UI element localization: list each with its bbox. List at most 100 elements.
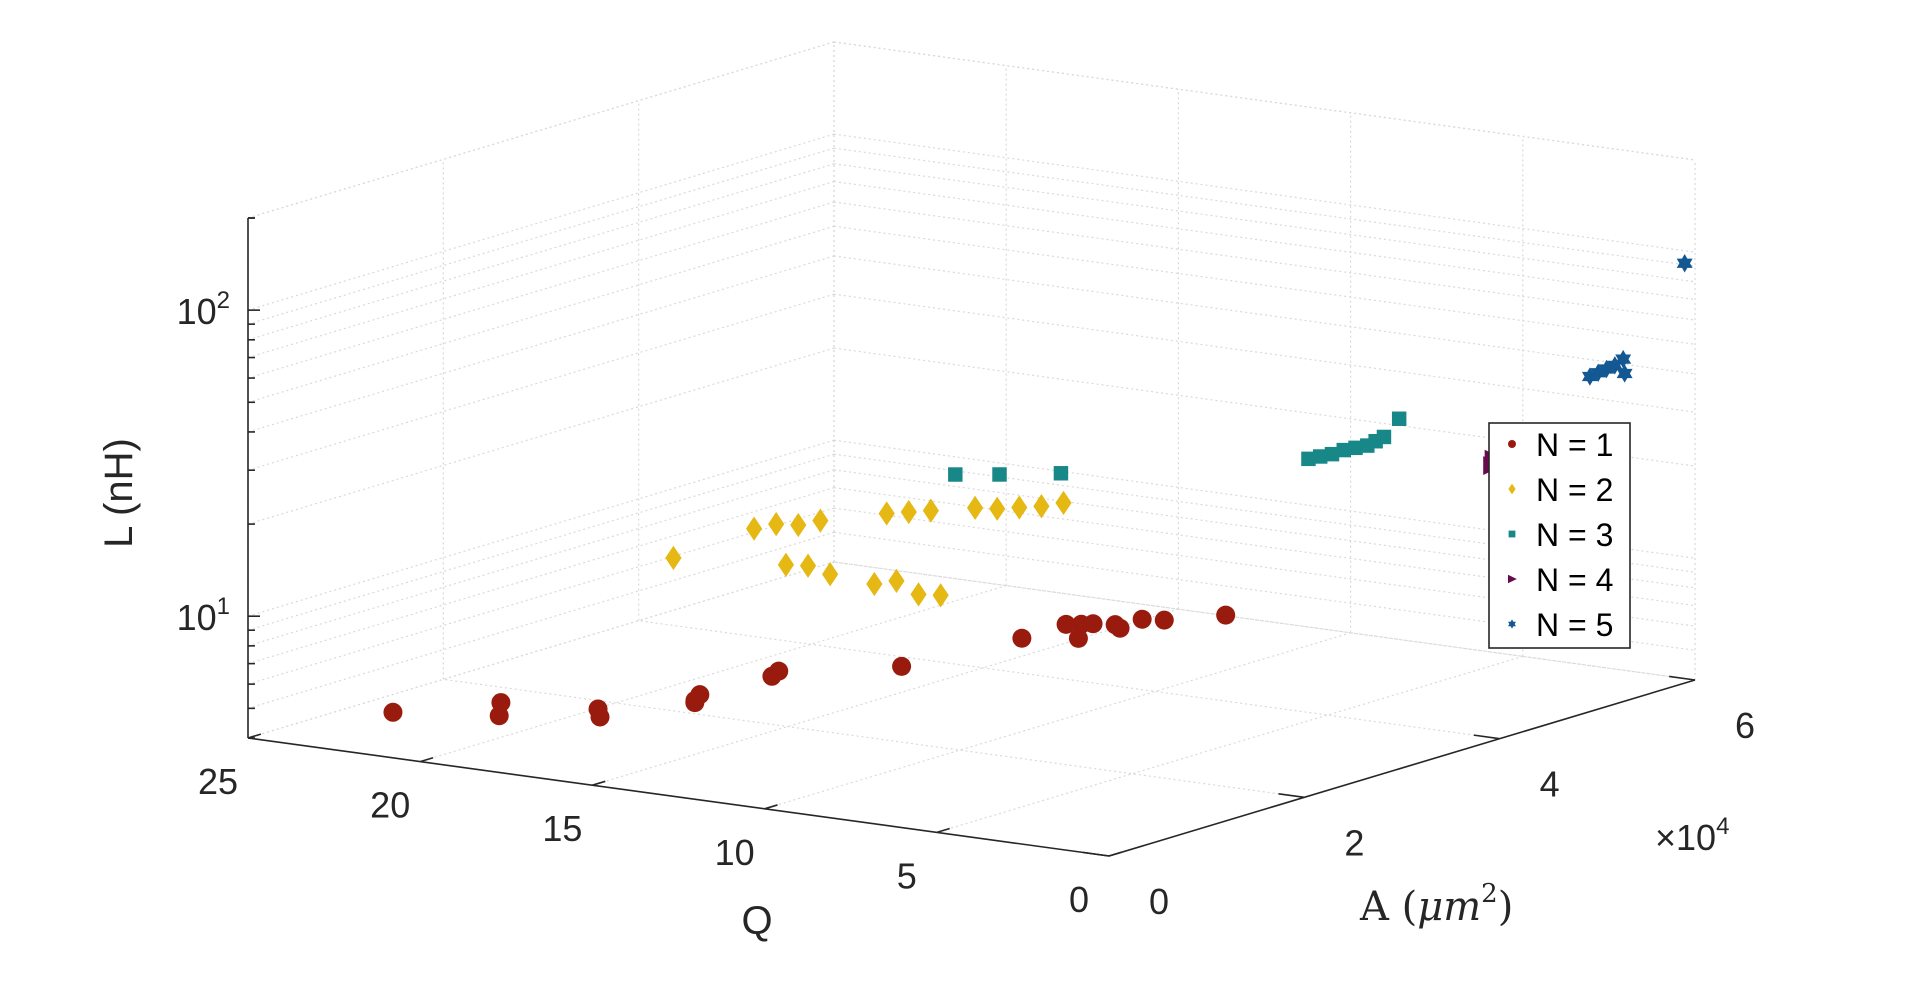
legend-marker bbox=[1508, 440, 1516, 448]
grid-line-floor-q bbox=[936, 655, 1523, 833]
data-point bbox=[1053, 466, 1069, 481]
data-point bbox=[1606, 356, 1623, 375]
grid-line-sidewall-z bbox=[247, 293, 835, 471]
legend-marker bbox=[1508, 530, 1516, 538]
data-point bbox=[1011, 495, 1028, 520]
x-tick-mark bbox=[936, 827, 950, 834]
grid-line-sidewall-z bbox=[247, 487, 835, 665]
data-point bbox=[878, 501, 895, 526]
data-point bbox=[1154, 610, 1174, 630]
y-tick-mark bbox=[1083, 851, 1110, 857]
data-point bbox=[1615, 349, 1632, 369]
data-point bbox=[948, 467, 963, 482]
x-axis-label: Q bbox=[741, 899, 772, 943]
grid-line-sidewall-z bbox=[247, 561, 835, 739]
data-point bbox=[690, 685, 710, 705]
grid-line-sidewall-z bbox=[247, 163, 835, 341]
legend-label: N = 4 bbox=[1536, 562, 1613, 598]
grid-line-sidewall-z bbox=[247, 41, 835, 219]
z-tick-label: 101 bbox=[177, 593, 230, 638]
data-point bbox=[1012, 628, 1032, 648]
legend-entry: N = 3 bbox=[1508, 517, 1613, 553]
data-point bbox=[1110, 618, 1130, 638]
data-point bbox=[1301, 451, 1316, 467]
x-tick-mark bbox=[764, 804, 778, 810]
grid-line-sidewall-z bbox=[247, 225, 835, 403]
legend-label: N = 3 bbox=[1536, 517, 1613, 553]
legend-label: N = 1 bbox=[1536, 427, 1613, 463]
grid-line-sidewall-z bbox=[247, 201, 835, 379]
data-point bbox=[1216, 605, 1236, 625]
y-tick-label: 6 bbox=[1735, 705, 1755, 746]
y-tick-label: 4 bbox=[1540, 764, 1560, 805]
data-point bbox=[922, 498, 939, 523]
data-point bbox=[768, 511, 785, 537]
x-tick-label: 0 bbox=[1069, 879, 1089, 920]
x-axis-line bbox=[247, 737, 1110, 857]
data-point bbox=[966, 495, 984, 521]
y-tick-mark bbox=[1278, 793, 1305, 799]
data-point bbox=[1068, 628, 1088, 648]
data-point bbox=[989, 496, 1006, 521]
grid-line-floor-q bbox=[764, 632, 1351, 810]
y-exponent-label: ×104 bbox=[1655, 813, 1729, 858]
x-tick-label: 5 bbox=[897, 855, 917, 896]
data-point bbox=[745, 516, 763, 541]
data-point bbox=[866, 571, 883, 597]
x-tick-mark bbox=[1108, 851, 1123, 857]
data-point bbox=[790, 512, 807, 538]
legend-label: N = 2 bbox=[1536, 472, 1613, 508]
x-tick-mark bbox=[592, 780, 606, 786]
data-point bbox=[1616, 364, 1633, 383]
tick-labels: 0 5 10 15 20 25 0 2 4 6 101 102 bbox=[177, 287, 1755, 922]
data-point bbox=[910, 582, 927, 607]
y-tick-label: 2 bbox=[1344, 822, 1364, 863]
x-tick-label: 20 bbox=[370, 785, 410, 826]
grid-line-sidewall-z bbox=[247, 180, 835, 359]
series-3 bbox=[948, 411, 1407, 482]
grid-line-floor-q bbox=[592, 608, 1179, 786]
grid-line-sidewall-z bbox=[247, 255, 835, 433]
data-point bbox=[1132, 609, 1152, 629]
data-point bbox=[900, 499, 917, 525]
data-point bbox=[1324, 446, 1340, 462]
legend-marker bbox=[1508, 619, 1516, 629]
data-point bbox=[822, 562, 839, 587]
legend-label: N = 5 bbox=[1536, 607, 1613, 643]
data-point bbox=[1055, 490, 1072, 516]
data-point bbox=[1376, 429, 1392, 445]
legend-entry: N = 5 bbox=[1508, 607, 1613, 643]
series-2 bbox=[665, 490, 1072, 608]
legend-entry: N = 1 bbox=[1508, 427, 1613, 463]
y-axis-line bbox=[1108, 679, 1696, 857]
series-1 bbox=[383, 605, 1236, 727]
x-tick-label: 10 bbox=[715, 832, 755, 873]
y-tick-mark bbox=[1473, 734, 1500, 740]
data-point bbox=[1676, 254, 1693, 273]
data-point bbox=[491, 693, 511, 713]
legend-entry: N = 2 bbox=[1508, 472, 1613, 508]
data-point bbox=[383, 702, 403, 722]
x-tick-mark bbox=[419, 756, 434, 763]
data-point bbox=[812, 508, 829, 533]
data-point bbox=[888, 568, 905, 593]
legend-entry: N = 4 bbox=[1508, 562, 1613, 598]
y-tick-mark bbox=[1669, 675, 1696, 681]
data-point bbox=[588, 699, 608, 719]
grid-line-sidewall-z bbox=[247, 469, 835, 647]
axes bbox=[247, 217, 1696, 857]
data-point bbox=[992, 467, 1007, 482]
grid-line-sidewall-z bbox=[247, 507, 835, 685]
data-point bbox=[1348, 440, 1363, 456]
grid-line-sidewall-z bbox=[247, 147, 835, 325]
y-tick-label: 0 bbox=[1149, 881, 1169, 922]
legend-marker bbox=[1508, 483, 1516, 495]
data-point bbox=[1391, 411, 1407, 426]
grid-line-sidewall-z bbox=[247, 347, 835, 525]
z-tick-label: 102 bbox=[177, 287, 230, 332]
data-point bbox=[769, 661, 789, 681]
data-point bbox=[1312, 449, 1328, 464]
